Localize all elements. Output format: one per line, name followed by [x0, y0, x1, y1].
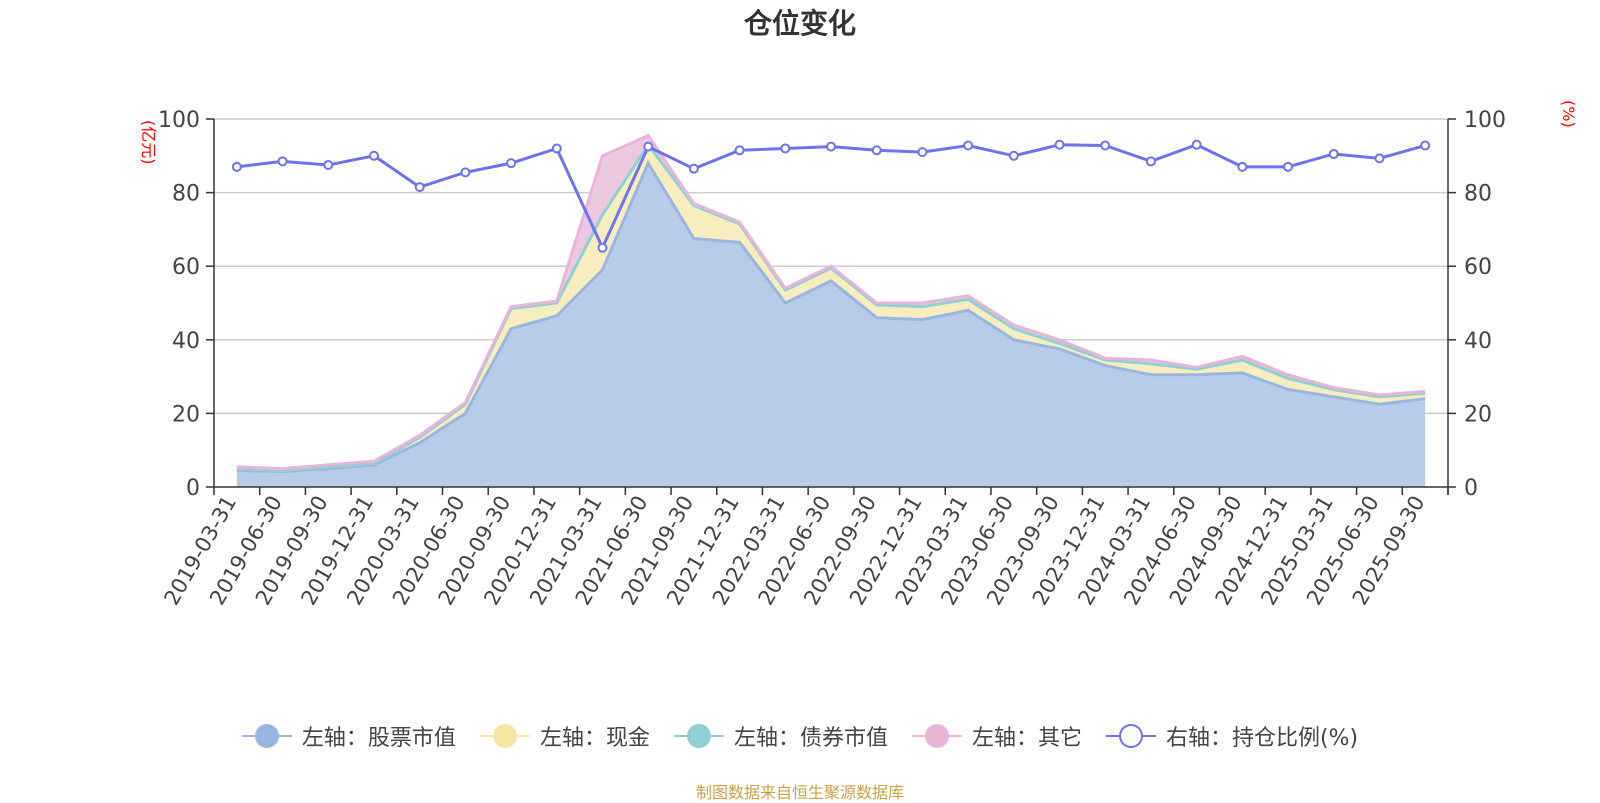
- legend-item[interactable]: 左轴：现金: [479, 720, 650, 752]
- left-axis-tick-label: 40: [172, 329, 200, 354]
- left-axis-tick-label: 0: [186, 476, 200, 501]
- ratio-point: [1008, 150, 1019, 161]
- ratio-point: [1237, 161, 1248, 172]
- ratio-line: [236, 143, 1426, 252]
- legend-symbol-icon: [479, 722, 530, 750]
- axis-layer: [206, 118, 1456, 495]
- legend-symbol-icon: [673, 722, 724, 750]
- legend-symbol-icon: [241, 722, 292, 750]
- ratio-line-layer: [231, 139, 1431, 253]
- right-axis-tick-label: 100: [1464, 108, 1506, 133]
- area-line-0: [236, 159, 1426, 474]
- ratio-point: [368, 150, 379, 161]
- legend-symbol-icon: [1105, 722, 1156, 750]
- ratio-point: [597, 242, 608, 253]
- ratio-point: [1283, 161, 1294, 172]
- right-axis-tick-label: 20: [1464, 402, 1492, 427]
- ratio-point: [734, 145, 745, 156]
- legend-label: 左轴：债券市值: [733, 726, 888, 751]
- ratio-point: [323, 160, 334, 170]
- right-axis-tick-label: 0: [1464, 476, 1478, 501]
- ratio-point: [1420, 140, 1431, 151]
- ratio-point: [1374, 153, 1385, 164]
- chart-title: 仓位变化: [743, 7, 856, 40]
- right-axis-tick-label: 80: [1464, 182, 1492, 207]
- legend-item[interactable]: 左轴：债券市值: [673, 720, 888, 752]
- ratio-point: [551, 143, 562, 154]
- right-axis-tick-label: 40: [1464, 329, 1492, 354]
- legend-label: 左轴：其它: [971, 726, 1082, 751]
- source-note: 制图数据来自恒生聚源数据库: [695, 783, 904, 802]
- ratio-point: [277, 156, 288, 167]
- ratio-point: [917, 147, 928, 158]
- legend-label: 右轴：持仓比例(%): [1165, 726, 1359, 751]
- ratio-point: [826, 141, 836, 152]
- area-line-3: [236, 133, 1426, 471]
- legend-item[interactable]: 右轴：持仓比例(%): [1105, 720, 1359, 752]
- legend: 左轴：股票市值 左轴：现金 左轴：债券市值 左轴：其它 右轴：持仓比例(%): [0, 720, 1600, 752]
- ratio-point: [963, 140, 974, 151]
- ratio-point: [1054, 139, 1065, 150]
- left-axis-tick-label: 20: [172, 402, 200, 427]
- legend-label: 左轴：股票市值: [301, 726, 456, 751]
- left-axis-unit: (亿元): [139, 120, 158, 165]
- ratio-point: [780, 143, 791, 154]
- ratio-point: [1145, 156, 1156, 167]
- right-axis-unit: (%): [1559, 100, 1578, 128]
- ratio-point: [688, 163, 699, 174]
- right-axis-tick-label: 60: [1464, 255, 1492, 280]
- area-0: [236, 163, 1426, 487]
- ratio-point: [506, 158, 517, 169]
- ratio-point: [1191, 139, 1202, 150]
- ratio-point: [643, 141, 654, 152]
- legend-symbol-icon: [911, 722, 962, 750]
- ratio-point: [460, 167, 471, 178]
- area-layer: [236, 133, 1426, 487]
- left-axis-tick-label: 80: [172, 182, 200, 207]
- left-axis-tick-label: 100: [158, 108, 200, 133]
- ratio-point: [1328, 148, 1339, 159]
- legend-label: 左轴：现金: [539, 726, 650, 751]
- legend-item[interactable]: 左轴：股票市值: [241, 720, 456, 752]
- left-axis-tick-label: 60: [172, 255, 200, 280]
- ratio-point: [1100, 140, 1111, 151]
- ratio-point: [414, 182, 425, 193]
- ratio-point: [871, 145, 882, 156]
- legend-item[interactable]: 左轴：其它: [911, 720, 1082, 752]
- ratio-point: [231, 161, 242, 172]
